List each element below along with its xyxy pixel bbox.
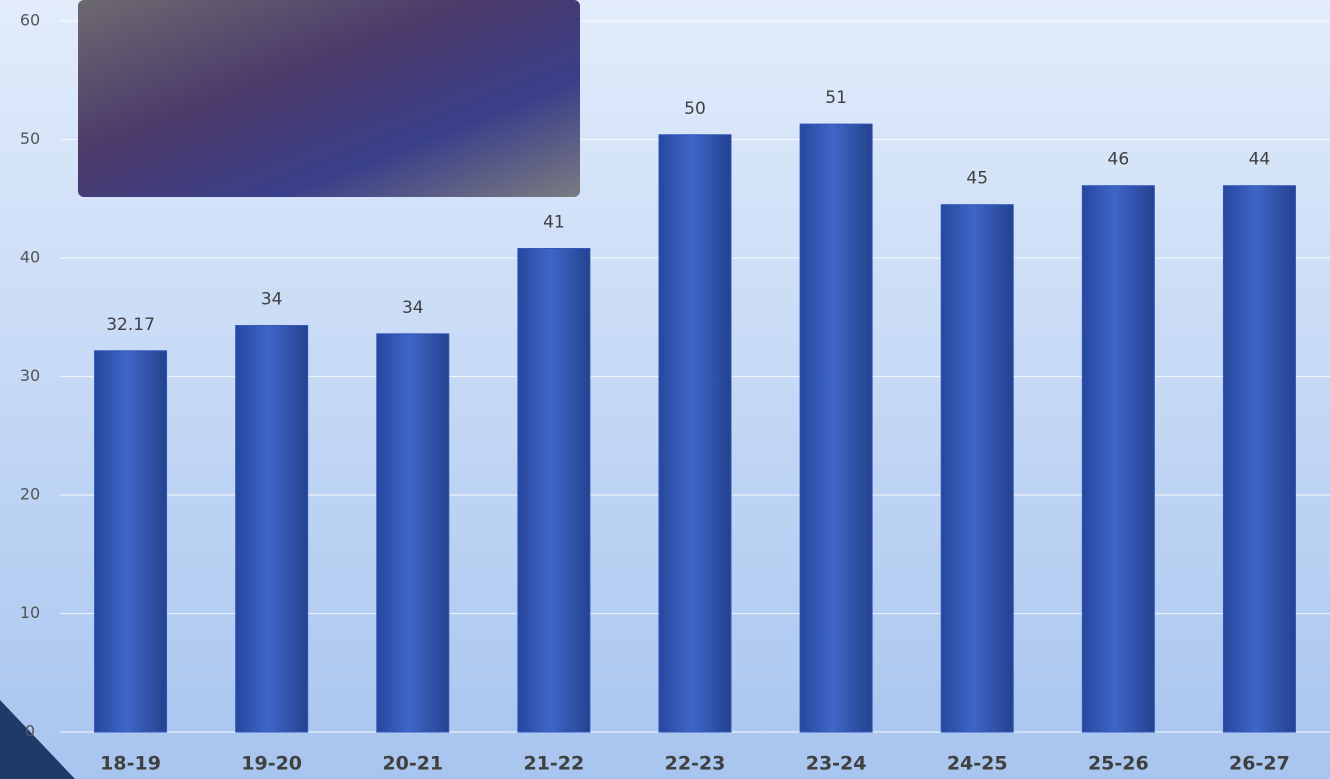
x-tick-label: 25-26 [1088, 753, 1149, 775]
x-tick-label: 19-20 [241, 753, 302, 775]
data-label: 34 [402, 298, 424, 318]
data-label: 50 [684, 99, 706, 119]
data-label: 32.17 [106, 315, 155, 335]
x-tick-label: 22-23 [665, 753, 726, 775]
page: 0 10 20 30 40 50 60 18-19 32.17 19-20 34 20-21 34 21-… [0, 0, 1330, 779]
data-label: 44 [1249, 150, 1271, 170]
x-tick-label: 23-24 [806, 753, 867, 775]
bar [236, 326, 308, 732]
bar [1082, 186, 1154, 732]
x-tick-label: 24-25 [947, 753, 1008, 775]
y-tick-label: 60 [20, 11, 40, 30]
bar [377, 334, 449, 732]
data-label: 46 [1108, 150, 1130, 170]
bar [518, 249, 590, 732]
bar [659, 135, 731, 732]
bar [800, 124, 872, 732]
bar [1223, 186, 1295, 732]
bar [95, 351, 167, 732]
x-tick-label: 21-22 [523, 753, 584, 775]
data-label: 41 [543, 213, 565, 233]
y-tick-label: 30 [20, 366, 40, 385]
y-tick-label: 40 [20, 248, 40, 267]
data-label: 51 [825, 88, 847, 108]
y-tick-label: 50 [20, 129, 40, 148]
y-tick-label: 0 [25, 722, 35, 741]
data-label: 45 [966, 169, 988, 189]
x-tick-label: 26-27 [1229, 753, 1290, 775]
y-tick-label: 10 [20, 603, 40, 622]
x-tick-label: 18-19 [100, 753, 161, 775]
x-tick-label: 20-21 [382, 753, 443, 775]
bar [941, 205, 1013, 732]
data-label: 34 [261, 290, 283, 310]
photo [78, 0, 580, 197]
chart: 0 10 20 30 40 50 60 18-19 32.17 19-20 34 20-21 34 21-… [0, 0, 1330, 779]
y-tick-label: 20 [20, 485, 40, 504]
